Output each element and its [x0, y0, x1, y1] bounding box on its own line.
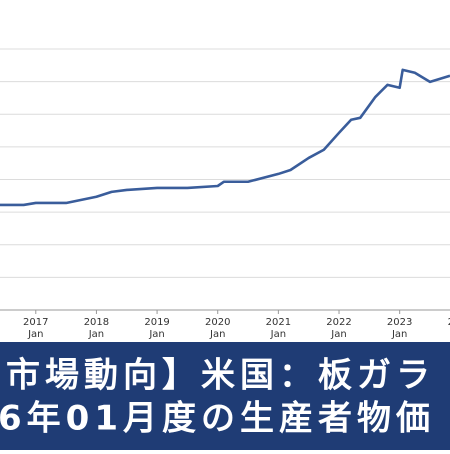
x-tick-month: Jan: [270, 329, 286, 340]
x-tick-label: 2017: [23, 317, 48, 328]
banner-line: 市場動向】米国：板ガラ: [6, 356, 435, 396]
data-line: [0, 68, 450, 207]
x-tick-label: 2019: [144, 317, 169, 328]
chart-background: [0, 0, 450, 342]
x-tick-label: 2022: [326, 317, 351, 328]
x-tick-month: Jan: [27, 329, 43, 340]
x-tick-month: Jan: [209, 329, 225, 340]
plot: 2017Jan2018Jan2019Jan2020Jan2021Jan2022J…: [0, 48, 450, 340]
x-tick-month: Jan: [330, 329, 346, 340]
banner-line: 6年01月度の生産者物価: [0, 399, 435, 439]
x-tick-month: Jan: [148, 329, 164, 340]
x-tick-month: Jan: [391, 329, 407, 340]
x-tick-label: 2021: [266, 317, 291, 328]
x-tick-label: 2018: [84, 317, 109, 328]
x-tick-label: 2023: [387, 317, 412, 328]
banner: [0, 342, 450, 450]
x-tick-label: 2024: [448, 317, 450, 328]
x-tick-label: 2020: [205, 317, 230, 328]
x-tick-month: Jan: [88, 329, 104, 340]
